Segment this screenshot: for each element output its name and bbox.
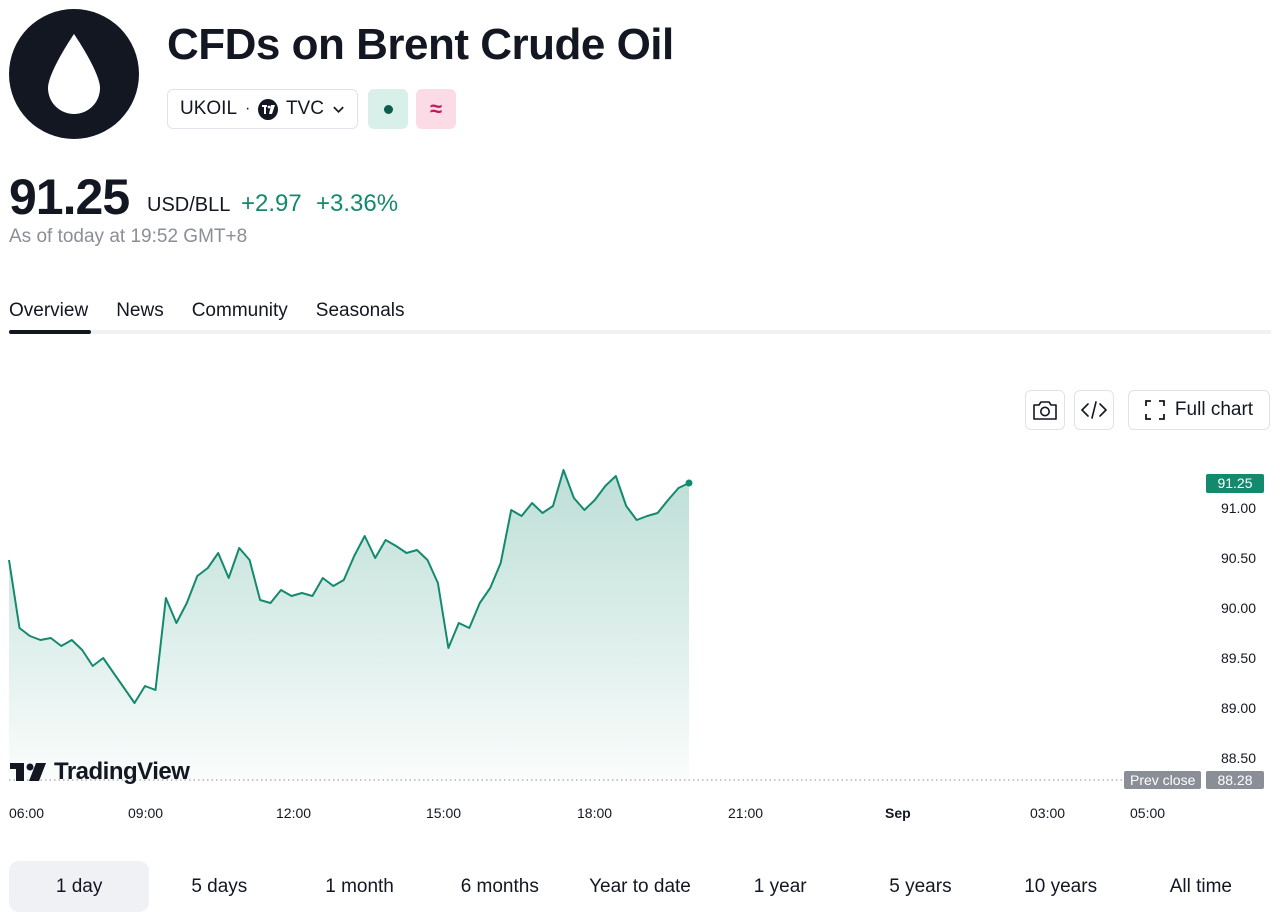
y-axis-tick-label: 91.00 — [1220, 500, 1256, 516]
last-price-point — [685, 479, 693, 487]
price-unit: USD/BLL — [147, 194, 231, 216]
symbol-ticker: UKOIL — [180, 98, 238, 119]
full-chart-label: Full chart — [1174, 399, 1254, 420]
range-year-to-date[interactable]: Year to date — [589, 875, 691, 897]
approx-icon: ≈ — [429, 96, 443, 121]
snapshot-button[interactable] — [1025, 390, 1065, 430]
x-axis-tick-label: 03:00 — [1030, 805, 1066, 821]
tab-divider — [9, 330, 1271, 334]
price-chart[interactable] — [0, 440, 1280, 830]
full-chart-button[interactable]: Full chart — [1128, 390, 1270, 430]
embed-button[interactable] — [1074, 390, 1114, 430]
y-axis-tick-label: 90.50 — [1220, 550, 1256, 566]
range-1-day[interactable]: 1 day — [9, 861, 150, 912]
price-change-percent: +3.36% — [316, 190, 399, 217]
range-5-days[interactable]: 5 days — [191, 875, 248, 897]
tab-news[interactable]: News — [116, 300, 164, 321]
tab-community[interactable]: Community — [191, 300, 288, 321]
exchange-logo-icon — [258, 98, 278, 120]
oil-drop-icon — [48, 34, 100, 114]
last-price: 91.25 — [9, 169, 130, 225]
tab-overview[interactable]: Overview — [9, 300, 89, 321]
price-line — [8, 469, 690, 704]
market-open-dot-icon — [383, 104, 393, 114]
x-axis-tick-label: 05:00 — [1130, 805, 1166, 821]
chevron-down-icon — [333, 106, 344, 113]
fullscreen-icon — [1145, 400, 1165, 420]
page-title: CFDs on Brent Crude Oil — [167, 20, 674, 69]
tradingview-wordmark: TradingView — [54, 758, 190, 785]
range-all-time[interactable]: All time — [1169, 875, 1232, 897]
y-axis-tick-label: 90.00 — [1220, 600, 1256, 616]
range-10-years[interactable]: 10 years — [1024, 875, 1098, 897]
range-1-year[interactable]: 1 year — [753, 875, 807, 897]
camera-icon — [1033, 401, 1057, 420]
range-6-months[interactable]: 6 months — [460, 875, 539, 897]
x-axis-tick-label: 18:00 — [577, 805, 613, 821]
x-axis-tick-label: 21:00 — [728, 805, 764, 821]
exchange-name: TVC — [285, 98, 324, 119]
x-axis-tick-label: Sep — [885, 805, 911, 821]
tab-bar: Overview News Community Seasonals — [9, 300, 405, 322]
price-change: +2.97 — [241, 190, 302, 217]
tab-seasonals[interactable]: Seasonals — [315, 300, 405, 321]
market-open-status[interactable] — [368, 89, 408, 129]
x-axis-tick-label: 15:00 — [426, 805, 462, 821]
price-area-fill — [9, 470, 689, 780]
x-axis-tick-label: 09:00 — [128, 805, 164, 821]
range-selector: 1 day 5 days 1 month 6 months Year to date 1 … — [9, 861, 1271, 912]
code-icon — [1080, 401, 1108, 419]
last-price-label: 91.25 — [1206, 474, 1264, 493]
tradingview-logo[interactable]: TradingView — [10, 758, 190, 786]
tradingview-mark-icon — [10, 763, 46, 781]
range-1-month[interactable]: 1 month — [325, 875, 394, 897]
tab-active-indicator — [9, 330, 91, 334]
quote-timestamp: As of today at 19:52 GMT+8 — [9, 226, 248, 247]
symbol-exchange-selector[interactable]: UKOIL · TVC — [167, 89, 358, 129]
symbol-logo — [9, 9, 139, 139]
cfd-status-badge[interactable]: ≈ — [416, 89, 456, 129]
y-axis-tick-label: 89.00 — [1220, 700, 1256, 716]
range-5-years[interactable]: 5 years — [889, 875, 952, 897]
symbol-separator: · — [245, 100, 251, 117]
y-axis-tick-label: 88.50 — [1220, 750, 1256, 766]
x-axis-tick-label: 06:00 — [9, 805, 45, 821]
prev-close-label: Prev close — [1124, 771, 1202, 789]
prev-close-value: 88.28 — [1206, 771, 1264, 789]
y-axis-tick-label: 89.50 — [1220, 650, 1256, 666]
x-axis-tick-label: 12:00 — [276, 805, 312, 821]
